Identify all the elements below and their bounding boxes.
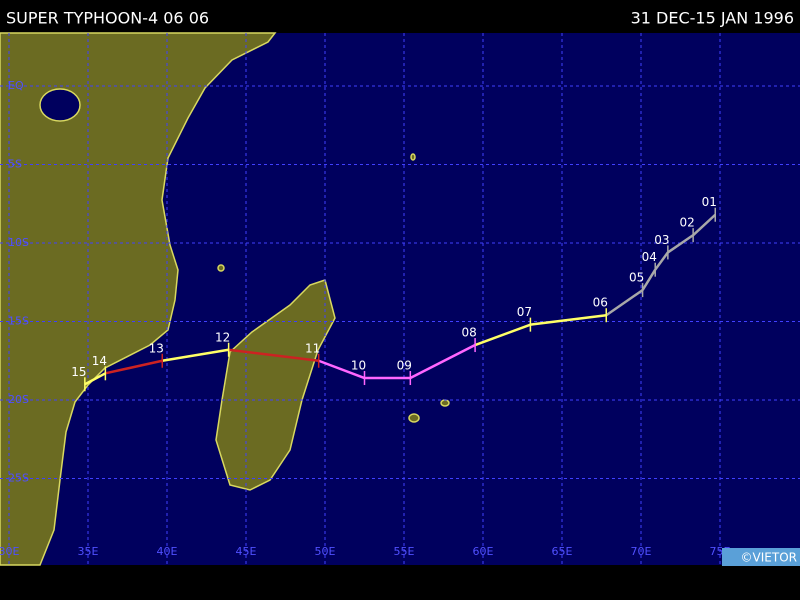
lat-label: 15S [8,315,29,328]
track: 01 02 03 04 05 06 07 08 09 10 11 12 13 14 15 [71,195,717,392]
track-segment [474,323,531,347]
period: 31 DEC-15 JAN 1996 [631,9,794,28]
track-segment [409,343,476,380]
lon-label: 50E [315,545,336,558]
day-label: 01 [702,195,717,209]
day-label: 06 [593,296,608,310]
lon-label: 35E [78,545,99,558]
lon-label: 55E [394,545,415,558]
track-segment [654,251,669,271]
day-label: 02 [679,216,694,230]
island [440,399,450,407]
track-segment [318,359,365,380]
track-segment [228,348,319,362]
track-segment [641,269,657,291]
track-segment [162,348,229,362]
day-label: 10 [351,359,366,373]
lat-label: EQ [8,79,24,92]
grid: 30E 35E 40E 45E 50E 55E 60E 65E 70E 75EEQ5S10S15S… [0,33,800,565]
day-label: 11 [305,341,320,355]
day-label: 03 [654,233,669,247]
day-label: 05 [629,271,644,285]
island [217,264,225,272]
lon-label: 60E [473,545,494,558]
track-segment [84,372,106,386]
day-label: 07 [517,305,532,319]
day-label: 14 [92,354,107,368]
title: SUPER TYPHOON-4 06 06 [6,9,209,28]
track-segment [667,234,694,254]
lon-label: 30E [0,545,20,558]
day-label: 04 [642,250,657,264]
lake [39,88,81,122]
lat-label: 5S [8,158,22,171]
lat-label: 20S [8,393,29,406]
day-label: 12 [215,330,230,344]
day-label: 15 [71,365,86,379]
track-segment [692,213,717,237]
island [408,413,420,423]
lon-label: 70E [631,545,652,558]
island [410,153,416,161]
lon-label: 65E [552,545,573,558]
credit-box [722,548,800,566]
day-label: 09 [397,359,412,373]
africa [0,32,277,566]
track-segment [105,359,163,375]
lon-label: 45E [236,545,257,558]
lon-label: 40E [157,545,178,558]
day-label: 08 [461,326,476,340]
lat-label: 10S [8,236,29,249]
credit: ©VIETOR [741,551,797,565]
track-segment [530,313,607,326]
day-label: 13 [149,341,164,355]
lat-label: 25S [8,472,29,485]
track-segment [605,289,644,317]
